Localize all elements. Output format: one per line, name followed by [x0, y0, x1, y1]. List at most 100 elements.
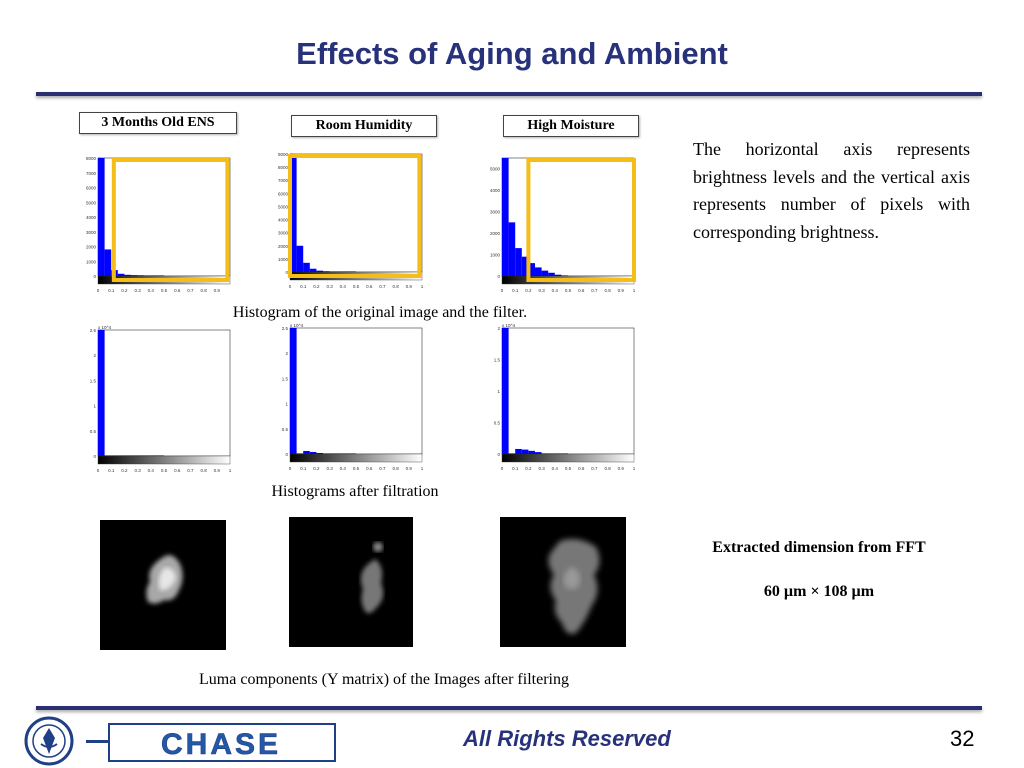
caption-histogram-filtered: Histograms after filtration	[271, 483, 439, 500]
chase-logo-text: CHASE	[161, 728, 281, 761]
x-tick-label: 0.3	[134, 288, 141, 293]
top-rule	[36, 92, 982, 96]
filter-highlight-box	[526, 158, 636, 282]
x-tick-label: 0.8	[200, 468, 207, 473]
histogram-bar	[98, 330, 105, 456]
x-tick-label: 0.2	[313, 284, 320, 289]
histogram-bar	[316, 270, 323, 272]
y-tick-label: 8000	[86, 156, 97, 161]
histogram-bar	[528, 450, 535, 454]
histogram-bar	[144, 455, 151, 456]
x-tick-label: 0.2	[525, 288, 532, 293]
y-tick-label: 3000	[278, 231, 289, 236]
x-tick-label: 0.5	[353, 284, 360, 289]
histogram-original-1: 0 1000 2000 3000 4000 5000 6000 7000 8000 0 0.1 0.2…	[86, 156, 231, 293]
y-tick-label: 0	[497, 452, 500, 457]
histogram-bar	[309, 451, 317, 454]
x-tick-label: 0.8	[604, 288, 611, 293]
x-tick-label: 0.2	[525, 466, 532, 471]
histogram-bar	[296, 245, 304, 272]
histogram-bar	[515, 248, 522, 276]
y-tick-label: 1.5	[494, 358, 501, 363]
histogram-bar	[131, 455, 138, 456]
axis-scale-label: x 10^4	[502, 323, 516, 328]
x-tick-label: 0.7	[187, 288, 194, 293]
logo-connector	[86, 740, 112, 743]
histogram-bar	[508, 222, 516, 276]
y-tick-label: 1	[285, 402, 288, 407]
university-seal-logo	[24, 716, 74, 766]
y-tick-label: 5000	[86, 200, 97, 205]
label-room-humidity: Room Humidity	[291, 115, 437, 137]
y-tick-label: 1000	[278, 257, 289, 262]
x-tick-label: 0.5	[161, 288, 168, 293]
chase-logo: CHASE	[108, 723, 336, 762]
histogram-bar	[515, 448, 522, 454]
x-tick-label: 1	[421, 466, 424, 471]
y-tick-label: 1	[93, 404, 96, 409]
x-tick-label: 0.5	[565, 466, 572, 471]
x-tick-label: 0.6	[578, 466, 585, 471]
fft-heading: Extracted dimension from FFT	[712, 539, 926, 556]
luma-image-1	[100, 520, 226, 650]
x-tick-label: 0.1	[108, 288, 115, 293]
x-tick-label: 0.6	[366, 466, 373, 471]
x-tick-label: 0.2	[121, 468, 128, 473]
histogram-bar	[290, 154, 297, 272]
y-tick-label: 2	[93, 353, 96, 358]
y-tick-label: 2000	[86, 245, 97, 250]
x-tick-label: 0.1	[512, 466, 519, 471]
x-tick-label: 0.4	[340, 466, 347, 471]
bottom-rule	[36, 706, 982, 710]
y-tick-label: 3000	[86, 230, 97, 235]
y-tick-label: 2	[497, 326, 500, 331]
caption-histogram-original: Histogram of the original image and the …	[232, 304, 528, 321]
histogram-bar	[157, 455, 164, 456]
y-tick-label: 2000	[278, 244, 289, 249]
histogram-bar	[137, 455, 145, 456]
y-tick-label: 4000	[86, 215, 97, 220]
histogram-bar	[104, 249, 112, 276]
histogram-bar	[131, 275, 138, 276]
x-tick-label: 0	[501, 466, 504, 471]
histogram-bar	[548, 453, 555, 454]
x-tick-label: 0.3	[538, 288, 545, 293]
histogram-bar	[541, 453, 549, 454]
colorbar	[97, 455, 231, 465]
y-tick-label: 4000	[490, 188, 501, 193]
luma-image-3	[500, 517, 626, 647]
histogram-bar	[336, 271, 343, 272]
y-tick-label: 6000	[278, 191, 289, 196]
x-tick-label: 0.3	[326, 284, 333, 289]
y-tick-label: 6000	[86, 186, 97, 191]
histogram-bar	[502, 158, 509, 276]
histogram-bar	[329, 453, 337, 454]
histogram-bar	[111, 455, 118, 456]
histogram-bar	[541, 270, 549, 276]
y-tick-label: 2.5	[282, 326, 289, 331]
x-tick-label: 0.2	[313, 466, 320, 471]
histogram-bar	[561, 275, 568, 276]
x-tick-label: 0	[97, 288, 100, 293]
fft-value: 60 µm × 108 µm	[763, 583, 875, 600]
y-tick-label: 0	[285, 270, 288, 275]
label-high-moisture: High Moisture	[503, 115, 639, 137]
y-tick-label: 7000	[278, 178, 289, 183]
histogram-bar	[290, 328, 297, 454]
y-tick-label: 1.5	[282, 376, 289, 381]
luma-image-2	[289, 517, 413, 647]
filter-highlight-box	[111, 158, 230, 282]
x-tick-label: 0.1	[512, 288, 519, 293]
histogram-bar	[336, 453, 343, 454]
x-tick-label: 0.9	[406, 284, 413, 289]
page-title: Effects of Aging and Ambient	[296, 36, 728, 71]
histogram-bar	[124, 455, 131, 456]
histogram-bar	[554, 453, 562, 454]
y-tick-label: 1000	[490, 253, 501, 258]
y-tick-label: 0	[93, 454, 96, 459]
y-tick-label: 1.5	[90, 378, 97, 383]
axis-description: The horizontal axis represents brightnes…	[693, 139, 970, 242]
page-number: 32	[950, 726, 975, 751]
histogram-bar	[508, 453, 516, 454]
histogram-bar	[124, 274, 131, 276]
